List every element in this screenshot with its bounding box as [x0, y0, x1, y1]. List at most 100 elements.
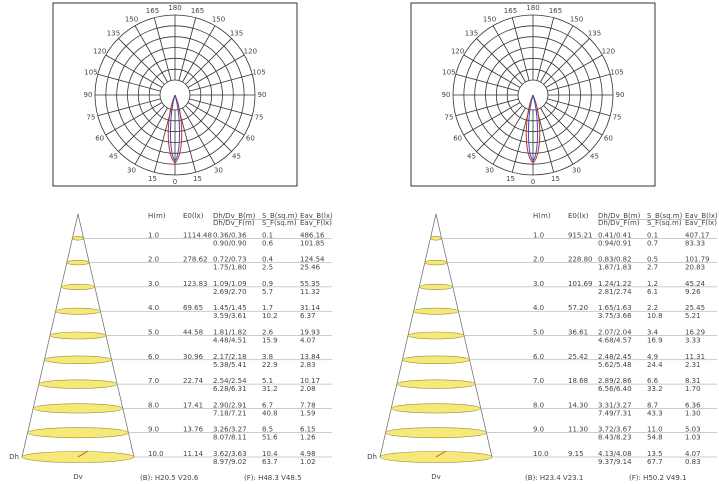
cell-eav-b: 31.14 — [300, 304, 321, 312]
cell-h: 6.0 — [533, 353, 544, 361]
angle-label: 120 — [93, 48, 106, 56]
col-header: Eav_B(lx) — [300, 212, 333, 220]
angle-label: 105 — [84, 68, 97, 76]
cell-eav-f: 3.33 — [685, 337, 701, 345]
cell-dh-b: 0.36/0.36 — [213, 231, 247, 239]
cone-slice — [385, 427, 487, 439]
cell-s-f: 43.3 — [647, 409, 663, 417]
cell-h: 10.0 — [533, 450, 549, 458]
cell-h: 3.0 — [148, 280, 159, 288]
cell-s-f: 40.8 — [262, 409, 278, 417]
polar-spoke — [536, 109, 555, 173]
cell-dh-f: 2.69/2.70 — [213, 288, 247, 296]
angle-label: 150 — [125, 16, 138, 24]
angle-label: 150 — [570, 16, 583, 24]
cell-h: 8.0 — [533, 401, 544, 409]
cone-slice — [396, 379, 476, 389]
curve-f — [528, 94, 538, 162]
cell-dh-b: 2.48/2.45 — [598, 353, 632, 361]
col-header: Dh/Dv_F(m) — [598, 219, 640, 227]
angle-label: 15 — [506, 175, 515, 183]
dv-label: Dv — [73, 473, 83, 481]
cell-h: 8.0 — [148, 401, 159, 409]
angle-label: 60 — [453, 135, 462, 143]
polar-spoke — [97, 98, 161, 117]
angle-label: 180 — [526, 4, 539, 12]
polar-spoke — [182, 25, 216, 83]
cell-e0: 915.21 — [568, 231, 593, 239]
angle-label: 150 — [212, 16, 225, 24]
polar-spoke — [540, 107, 574, 165]
cell-s-f: 24.4 — [647, 361, 663, 369]
angle-label: 45 — [232, 153, 241, 161]
polar-spoke — [476, 105, 523, 152]
polar-spoke — [476, 38, 523, 85]
angle-label: 90 — [616, 91, 625, 99]
cell-dh-b: 1.81/1.82 — [213, 329, 247, 337]
angle-label: 15 — [148, 175, 157, 183]
cell-e0: 18.68 — [568, 377, 588, 385]
cell-h: 1.0 — [148, 231, 159, 239]
cell-dh-f: 5.38/5.41 — [213, 361, 247, 369]
cell-s-b: 3.8 — [262, 353, 273, 361]
cell-e0: 278.62 — [183, 256, 208, 264]
cell-e0: 69.65 — [183, 304, 203, 312]
cell-eav-f: 1.30 — [685, 409, 701, 417]
cell-s-b: 0.1 — [647, 231, 658, 239]
dh-label: Dh — [9, 453, 19, 461]
cell-e0: 22.74 — [183, 377, 204, 385]
angle-label: 60 — [246, 135, 255, 143]
polar-spoke — [511, 109, 530, 173]
cell-s-f: 33.2 — [647, 385, 663, 393]
cell-eav-f: 4.07 — [300, 337, 316, 345]
cell-s-b: 2.6 — [262, 329, 274, 337]
cone-slice — [424, 260, 448, 266]
cell-h: 9.0 — [533, 426, 544, 434]
cell-s-f: 10.2 — [262, 312, 278, 320]
cell-s-b: 8.5 — [262, 426, 273, 434]
cell-dh-f: 1.87/1.83 — [598, 264, 632, 272]
polar-spoke — [545, 54, 603, 88]
polar-spoke — [543, 38, 590, 85]
cell-eav-f: 1.02 — [300, 458, 316, 466]
cell-dh-b: 3.26/3.27 — [213, 426, 247, 434]
cell-h: 6.0 — [148, 353, 159, 361]
polar-spoke — [178, 109, 197, 173]
cell-e0: 30.96 — [183, 353, 204, 361]
polar-spoke — [511, 17, 530, 81]
curve-b — [525, 94, 541, 164]
cell-h: 7.0 — [148, 377, 159, 385]
cell-eav-b: 101.79 — [685, 256, 710, 264]
footer-f: (F): H50.2 V49.1 — [629, 474, 687, 482]
cell-eav-b: 19.93 — [300, 329, 320, 337]
cone-slice — [66, 260, 90, 266]
cell-eav-b: 486.16 — [300, 231, 325, 239]
cell-e0: 228.80 — [568, 256, 593, 264]
curve-b — [167, 94, 183, 164]
cell-h: 9.0 — [148, 426, 159, 434]
cell-dh-f: 7.18/7.21 — [213, 409, 247, 417]
cell-s-f: 67.7 — [647, 458, 663, 466]
cell-eav-b: 25.45 — [685, 304, 705, 312]
cell-s-f: 22.9 — [262, 361, 278, 369]
cell-eav-b: 4.07 — [685, 450, 701, 458]
angle-label: 0 — [531, 178, 535, 186]
cone-slice — [430, 236, 442, 241]
cell-s-b: 0.1 — [262, 231, 273, 239]
angle-label: 105 — [252, 68, 265, 76]
cell-eav-f: 1.03 — [685, 434, 701, 442]
angle-label: 105 — [610, 68, 623, 76]
cell-e0: 57.20 — [568, 304, 588, 312]
cell-eav-b: 124.54 — [300, 256, 325, 264]
cell-eav-f: 101.85 — [300, 239, 325, 247]
cell-eav-f: 1.26 — [300, 434, 316, 442]
cell-h: 3.0 — [533, 280, 544, 288]
cell-s-b: 11.0 — [647, 426, 663, 434]
angle-label: 135 — [465, 29, 478, 37]
col-header: S_B(sq.m) — [262, 212, 298, 220]
col-header: H(m) — [148, 212, 166, 220]
cell-s-f: 2.7 — [647, 264, 658, 272]
cell-h: 4.0 — [533, 304, 544, 312]
cell-eav-b: 5.03 — [685, 426, 701, 434]
